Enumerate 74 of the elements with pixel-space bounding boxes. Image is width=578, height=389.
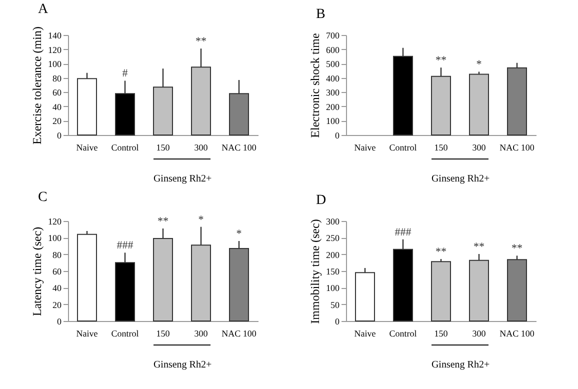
y-tick-label: 0	[335, 316, 340, 326]
x-tick-label: NAC 100	[500, 328, 535, 338]
annotation: **	[436, 54, 446, 67]
y-tick-label: 40	[52, 102, 62, 112]
x-tick-label: Naive	[76, 328, 98, 338]
annotation: #	[122, 68, 128, 80]
annotation: *	[198, 214, 204, 226]
chart-title: A	[38, 2, 49, 18]
x-axis-title: Ginseng Rh2+	[153, 360, 212, 370]
annotation: **	[512, 242, 522, 255]
y-tick-label: 200	[326, 102, 340, 112]
y-tick-label: 100	[326, 116, 340, 126]
x-tick-label: 300	[472, 328, 486, 338]
y-tick-label: 250	[326, 233, 340, 244]
y-tick-label: 0	[57, 130, 62, 140]
y-tick-label: 20	[52, 300, 62, 310]
x-axis-title: Ginseng Rh2+	[431, 174, 490, 184]
x-tick-label: 300	[194, 328, 208, 338]
y-axis-title: Exercise tolerance (min)	[30, 26, 44, 144]
x-tick-label: Naive	[76, 142, 98, 152]
x-tick-label: Control	[389, 142, 418, 152]
annotation: **	[158, 216, 168, 228]
x-tick-label: Naive	[354, 328, 376, 338]
y-tick-label: 100	[326, 283, 340, 294]
x-tick-label: Control	[389, 328, 418, 338]
chart-title: D	[316, 193, 326, 208]
y-tick-label: 300	[326, 88, 340, 98]
y-tick-label: 140	[48, 30, 62, 40]
y-tick-label: 40	[52, 283, 62, 294]
annotation: *	[476, 58, 482, 71]
y-tick-label: 20	[52, 116, 62, 126]
y-axis-title: Electronic shock time	[308, 33, 322, 138]
annotation: **	[196, 36, 206, 48]
annotation: **	[436, 246, 446, 258]
annotation: *	[236, 228, 242, 240]
x-tick-label: 300	[472, 142, 486, 152]
y-tick-label: 0	[335, 130, 340, 140]
x-tick-label: Control	[111, 328, 140, 338]
annotation: ###	[394, 226, 412, 238]
x-tick-label: 150	[434, 328, 448, 338]
y-tick-label: 80	[52, 250, 62, 260]
x-axis-title: Ginseng Rh2+	[431, 360, 490, 370]
y-tick-label: 600	[326, 44, 340, 55]
x-tick-label: Control	[111, 142, 140, 152]
x-tick-label: 150	[156, 328, 170, 338]
y-tick-label: 120	[48, 44, 62, 55]
y-tick-label: 100	[48, 59, 62, 70]
x-tick-label: 150	[434, 142, 448, 152]
y-tick-label: 200	[326, 250, 340, 260]
chart-title: C	[38, 190, 48, 205]
y-tick-label: 60	[52, 88, 62, 98]
x-axis-title: Ginseng Rh2+	[153, 174, 212, 184]
x-tick-label: NAC 100	[222, 142, 257, 152]
y-tick-label: 50	[330, 300, 340, 310]
y-tick-label: 100	[48, 233, 62, 244]
y-axis-title: Latency time (sec)	[30, 226, 44, 316]
y-tick-label: 0	[57, 316, 62, 326]
y-tick-label: 150	[326, 266, 340, 276]
x-tick-label: 150	[156, 142, 170, 152]
y-tick-label: 500	[326, 59, 340, 70]
y-tick-label: 120	[48, 216, 62, 226]
x-tick-label: 300	[194, 142, 208, 152]
x-tick-label: Naive	[354, 142, 376, 152]
chart-title: B	[316, 7, 326, 22]
y-tick-label: 60	[52, 266, 62, 276]
y-tick-label: 80	[52, 73, 62, 84]
x-tick-label: NAC 100	[222, 328, 257, 338]
y-axis-title: Immobility time (sec)	[308, 219, 322, 324]
y-tick-label: 700	[326, 30, 340, 40]
annotation: **	[474, 241, 484, 253]
x-tick-label: NAC 100	[500, 142, 535, 152]
y-tick-label: 400	[326, 73, 340, 84]
y-tick-label: 300	[326, 216, 340, 226]
annotation: ###	[116, 240, 134, 252]
